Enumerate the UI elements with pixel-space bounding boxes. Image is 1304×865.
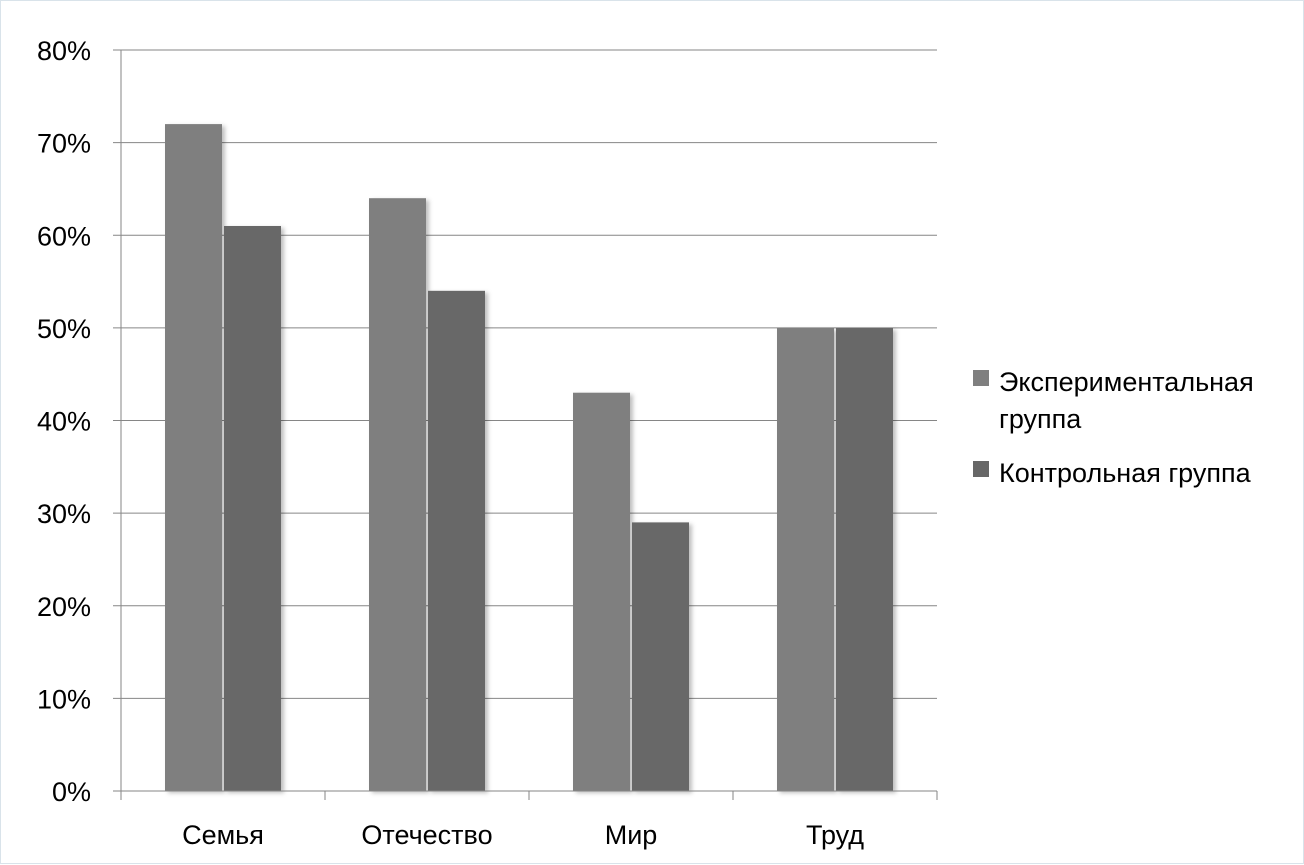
bars (165, 124, 893, 792)
bar-experimental-3 (573, 392, 630, 791)
x-tick-label: Отечество (361, 820, 492, 850)
y-tick-label: 10% (37, 684, 91, 714)
axes (120, 50, 938, 800)
legend: Экспериментальная группа Контрольная групп… (973, 367, 1254, 488)
bar-control-4 (836, 327, 893, 791)
y-tick-label: 0% (52, 777, 91, 807)
x-tick-label: Семья (182, 820, 264, 850)
y-tick-label: 50% (37, 314, 91, 344)
y-axis-tick-labels: 0% 10% 20% 30% 40% 50% 60% 70% 80% (37, 36, 91, 807)
bar-experimental-2 (369, 198, 426, 791)
bar-experimental-4 (777, 327, 834, 791)
bar-control-3 (632, 522, 689, 791)
legend-label: Контрольная группа (999, 458, 1252, 488)
legend-label: Экспериментальная (999, 367, 1254, 397)
bar-control-2 (428, 290, 485, 791)
x-tick-label: Труд (806, 820, 864, 850)
legend-swatch (973, 370, 989, 386)
bar-experimental-1 (165, 124, 222, 792)
y-tick-label: 80% (37, 36, 91, 66)
y-tick-label: 20% (37, 592, 91, 622)
x-axis-tick-labels: Семья Отечество Мир Труд (182, 820, 864, 850)
y-tick-label: 60% (37, 221, 91, 251)
y-tick-label: 70% (37, 129, 91, 159)
bar-control-1 (224, 225, 281, 792)
y-tick-label: 40% (37, 407, 91, 437)
legend-swatch (973, 461, 989, 477)
x-tick-label: Мир (605, 820, 658, 850)
legend-label: группа (999, 404, 1082, 434)
y-tick-label: 30% (37, 499, 91, 529)
